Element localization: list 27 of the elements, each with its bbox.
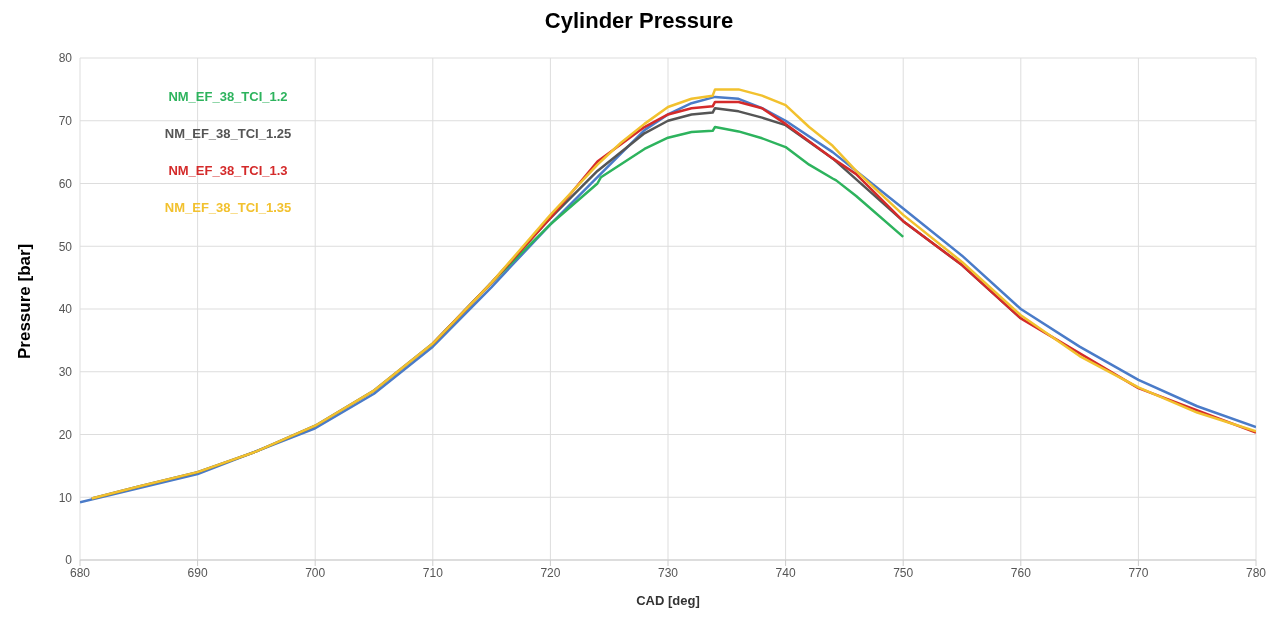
x-tick-label: 740 [775, 565, 796, 580]
x-tick-label: 720 [540, 565, 561, 580]
text: NM_EF_38_TCI_1.25 [163, 125, 293, 143]
y-tick-label: 80 [58, 51, 73, 66]
x-tick-label: 700 [305, 565, 326, 580]
x-tick-label: 680 [69, 565, 91, 580]
x-tick-label: 770 [1128, 565, 1149, 580]
text: NM_EF_38_TCI_1.2 [167, 88, 289, 106]
y-tick-label: 60 [58, 176, 73, 191]
x-axis-title: CAD [deg] [636, 593, 700, 608]
x-tick-label: 730 [657, 565, 679, 580]
y-tick-label: 0 [65, 553, 73, 568]
x-tick-label: 750 [893, 565, 914, 580]
text: NM_EF_38_TCI_1.3 [167, 162, 289, 180]
y-tick-label: 20 [58, 427, 73, 442]
y-tick-label: 70 [58, 114, 73, 129]
x-tick-label: 690 [187, 565, 208, 580]
y-tick-label: 30 [58, 365, 73, 380]
chart-title: Cylinder Pressure [543, 8, 735, 35]
x-tick-label: 710 [422, 565, 444, 580]
y-axis-title: Pressure [bar] [15, 243, 35, 359]
x-tick-label: 760 [1010, 565, 1032, 580]
y-tick-label: 40 [58, 302, 73, 317]
x-tick-label: 780 [1245, 565, 1267, 580]
text: NM_EF_38_TCI_1.35 [163, 199, 293, 217]
y-tick-label: 50 [58, 239, 73, 254]
y-tick-label: 10 [58, 490, 73, 505]
